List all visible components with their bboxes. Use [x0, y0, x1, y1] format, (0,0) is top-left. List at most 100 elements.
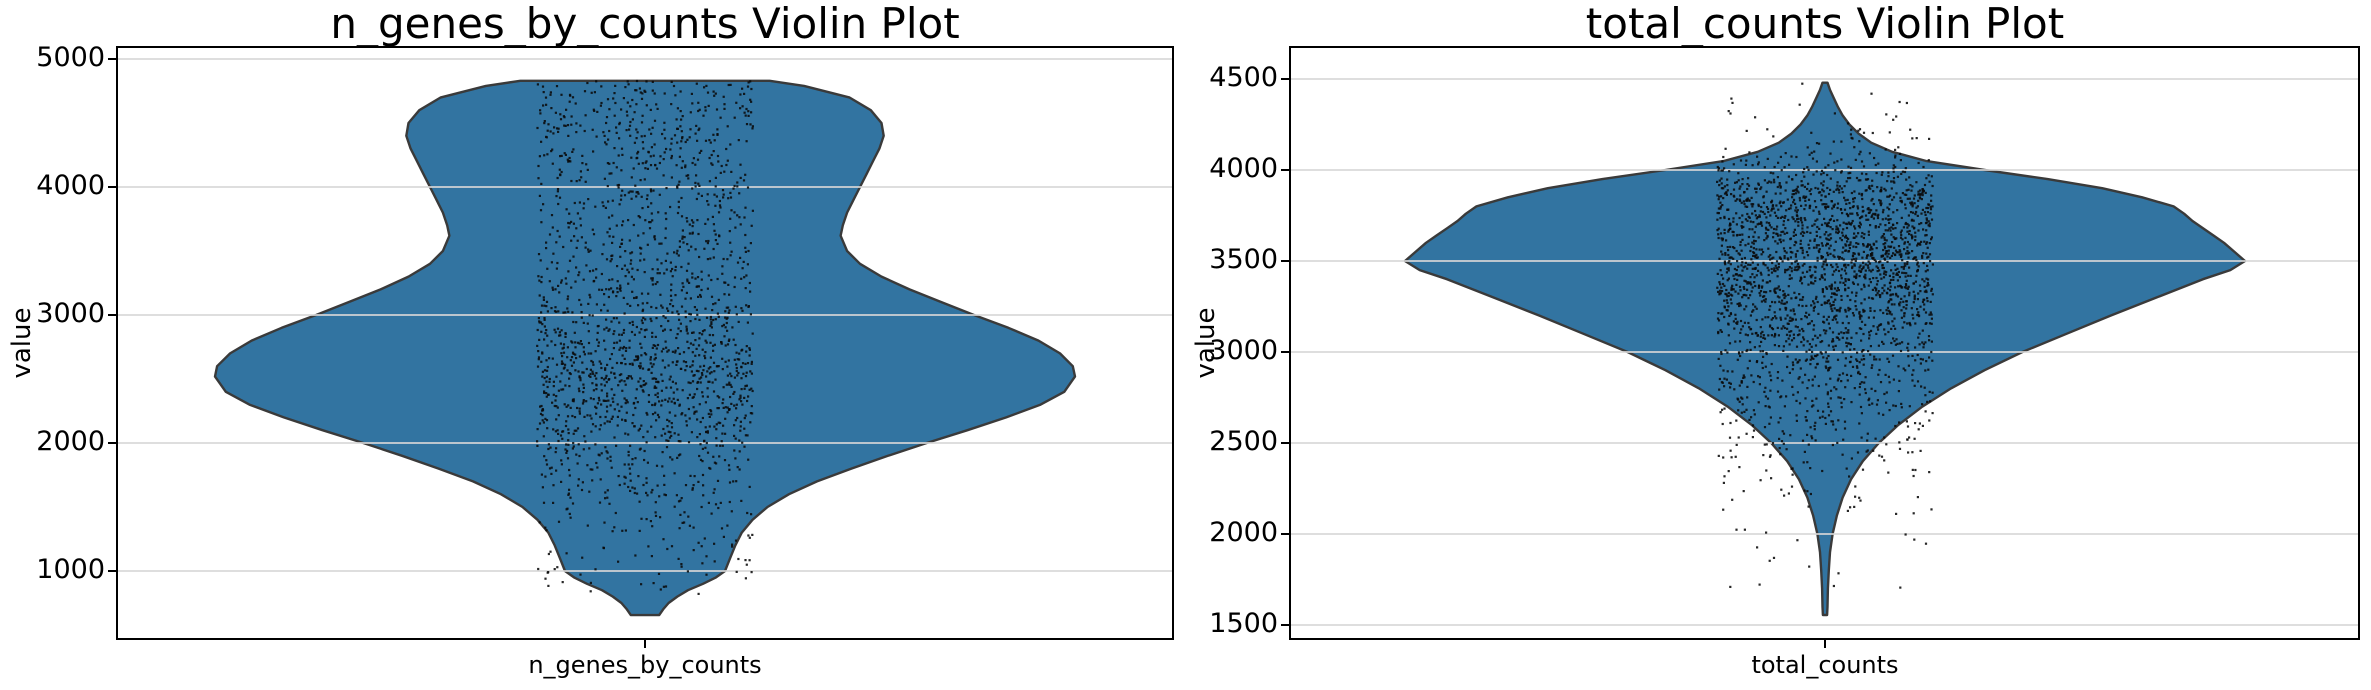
- data-point: [750, 372, 753, 375]
- data-point: [733, 376, 736, 379]
- data-point: [1829, 226, 1832, 229]
- data-point: [1887, 375, 1890, 378]
- data-point: [578, 454, 581, 458]
- data-point: [1845, 331, 1848, 334]
- data-point: [1929, 400, 1932, 403]
- data-point: [1899, 349, 1903, 353]
- data-point: [1855, 235, 1858, 238]
- data-point: [1869, 345, 1872, 348]
- data-point: [1821, 415, 1824, 418]
- data-point: [1739, 159, 1743, 162]
- data-point: [1873, 355, 1876, 358]
- data-point: [624, 349, 628, 352]
- data-point: [735, 366, 738, 370]
- data-point: [691, 276, 694, 279]
- data-point: [1919, 357, 1922, 361]
- data-point: [673, 402, 676, 405]
- data-point: [1896, 295, 1900, 298]
- data-point: [653, 403, 656, 407]
- data-point: [706, 242, 709, 245]
- data-point: [551, 357, 554, 360]
- data-point: [1750, 203, 1753, 206]
- data-point: [1873, 156, 1876, 160]
- data-point: [1738, 352, 1741, 355]
- data-point: [572, 361, 575, 364]
- data-point: [643, 178, 646, 181]
- data-point: [1801, 184, 1804, 187]
- data-point: [1898, 342, 1901, 345]
- data-point: [693, 412, 696, 415]
- data-point: [579, 340, 582, 343]
- data-point: [1791, 189, 1795, 192]
- data-point: [732, 338, 735, 341]
- data-point: [1863, 381, 1866, 384]
- data-point: [750, 100, 753, 103]
- data-point: [1904, 167, 1907, 170]
- data-point: [1767, 405, 1770, 408]
- data-point: [704, 139, 708, 142]
- data-point: [570, 239, 573, 242]
- data-point: [1747, 242, 1750, 245]
- data-point: [1774, 270, 1777, 273]
- data-point: [595, 268, 598, 271]
- data-point: [705, 573, 708, 576]
- data-point: [1818, 212, 1821, 215]
- data-point: [1845, 236, 1848, 239]
- data-point: [1765, 469, 1768, 472]
- data-point: [1777, 208, 1780, 211]
- data-point: [693, 306, 696, 309]
- data-point: [671, 267, 674, 271]
- data-point: [540, 304, 544, 307]
- data-point: [1864, 376, 1867, 379]
- data-point: [638, 365, 641, 368]
- data-point: [1859, 223, 1862, 226]
- data-point: [578, 412, 581, 415]
- data-point: [1857, 232, 1860, 235]
- data-point: [1857, 372, 1860, 375]
- data-point: [1884, 242, 1887, 245]
- data-point: [1929, 311, 1932, 314]
- data-point: [1724, 349, 1727, 352]
- data-point: [1794, 255, 1797, 258]
- data-point: [636, 492, 639, 495]
- data-point: [744, 250, 747, 253]
- data-point: [1789, 237, 1792, 240]
- data-point: [1811, 338, 1814, 341]
- data-point: [592, 372, 595, 375]
- data-point: [1746, 187, 1749, 191]
- data-point: [721, 325, 724, 328]
- data-point: [697, 101, 700, 104]
- data-point: [721, 432, 724, 435]
- data-point: [1780, 327, 1783, 330]
- data-point: [1858, 275, 1861, 278]
- data-point: [649, 108, 652, 111]
- data-point: [1930, 313, 1933, 316]
- data-point: [1846, 222, 1849, 226]
- data-point: [733, 285, 736, 289]
- data-point: [1737, 172, 1740, 175]
- data-point: [1890, 254, 1893, 257]
- data-point: [1844, 234, 1847, 237]
- data-point: [1755, 253, 1758, 256]
- data-point: [621, 220, 625, 223]
- data-point: [679, 110, 682, 113]
- data-point: [628, 124, 632, 127]
- data-point: [1723, 299, 1726, 302]
- data-point: [1846, 294, 1849, 298]
- data-point: [741, 362, 745, 365]
- data-point: [1727, 261, 1730, 264]
- data-point: [691, 364, 694, 367]
- data-point: [550, 107, 553, 110]
- data-point: [1928, 313, 1931, 316]
- data-point: [1788, 330, 1791, 333]
- data-point: [1854, 300, 1857, 303]
- data-point: [1836, 219, 1839, 222]
- data-point: [1910, 307, 1913, 310]
- data-point: [1807, 505, 1810, 508]
- data-point: [1763, 290, 1766, 294]
- data-point: [546, 334, 549, 337]
- data-point: [1914, 239, 1917, 242]
- data-point: [1782, 345, 1785, 348]
- data-point: [1761, 285, 1764, 288]
- data-point: [1757, 183, 1760, 186]
